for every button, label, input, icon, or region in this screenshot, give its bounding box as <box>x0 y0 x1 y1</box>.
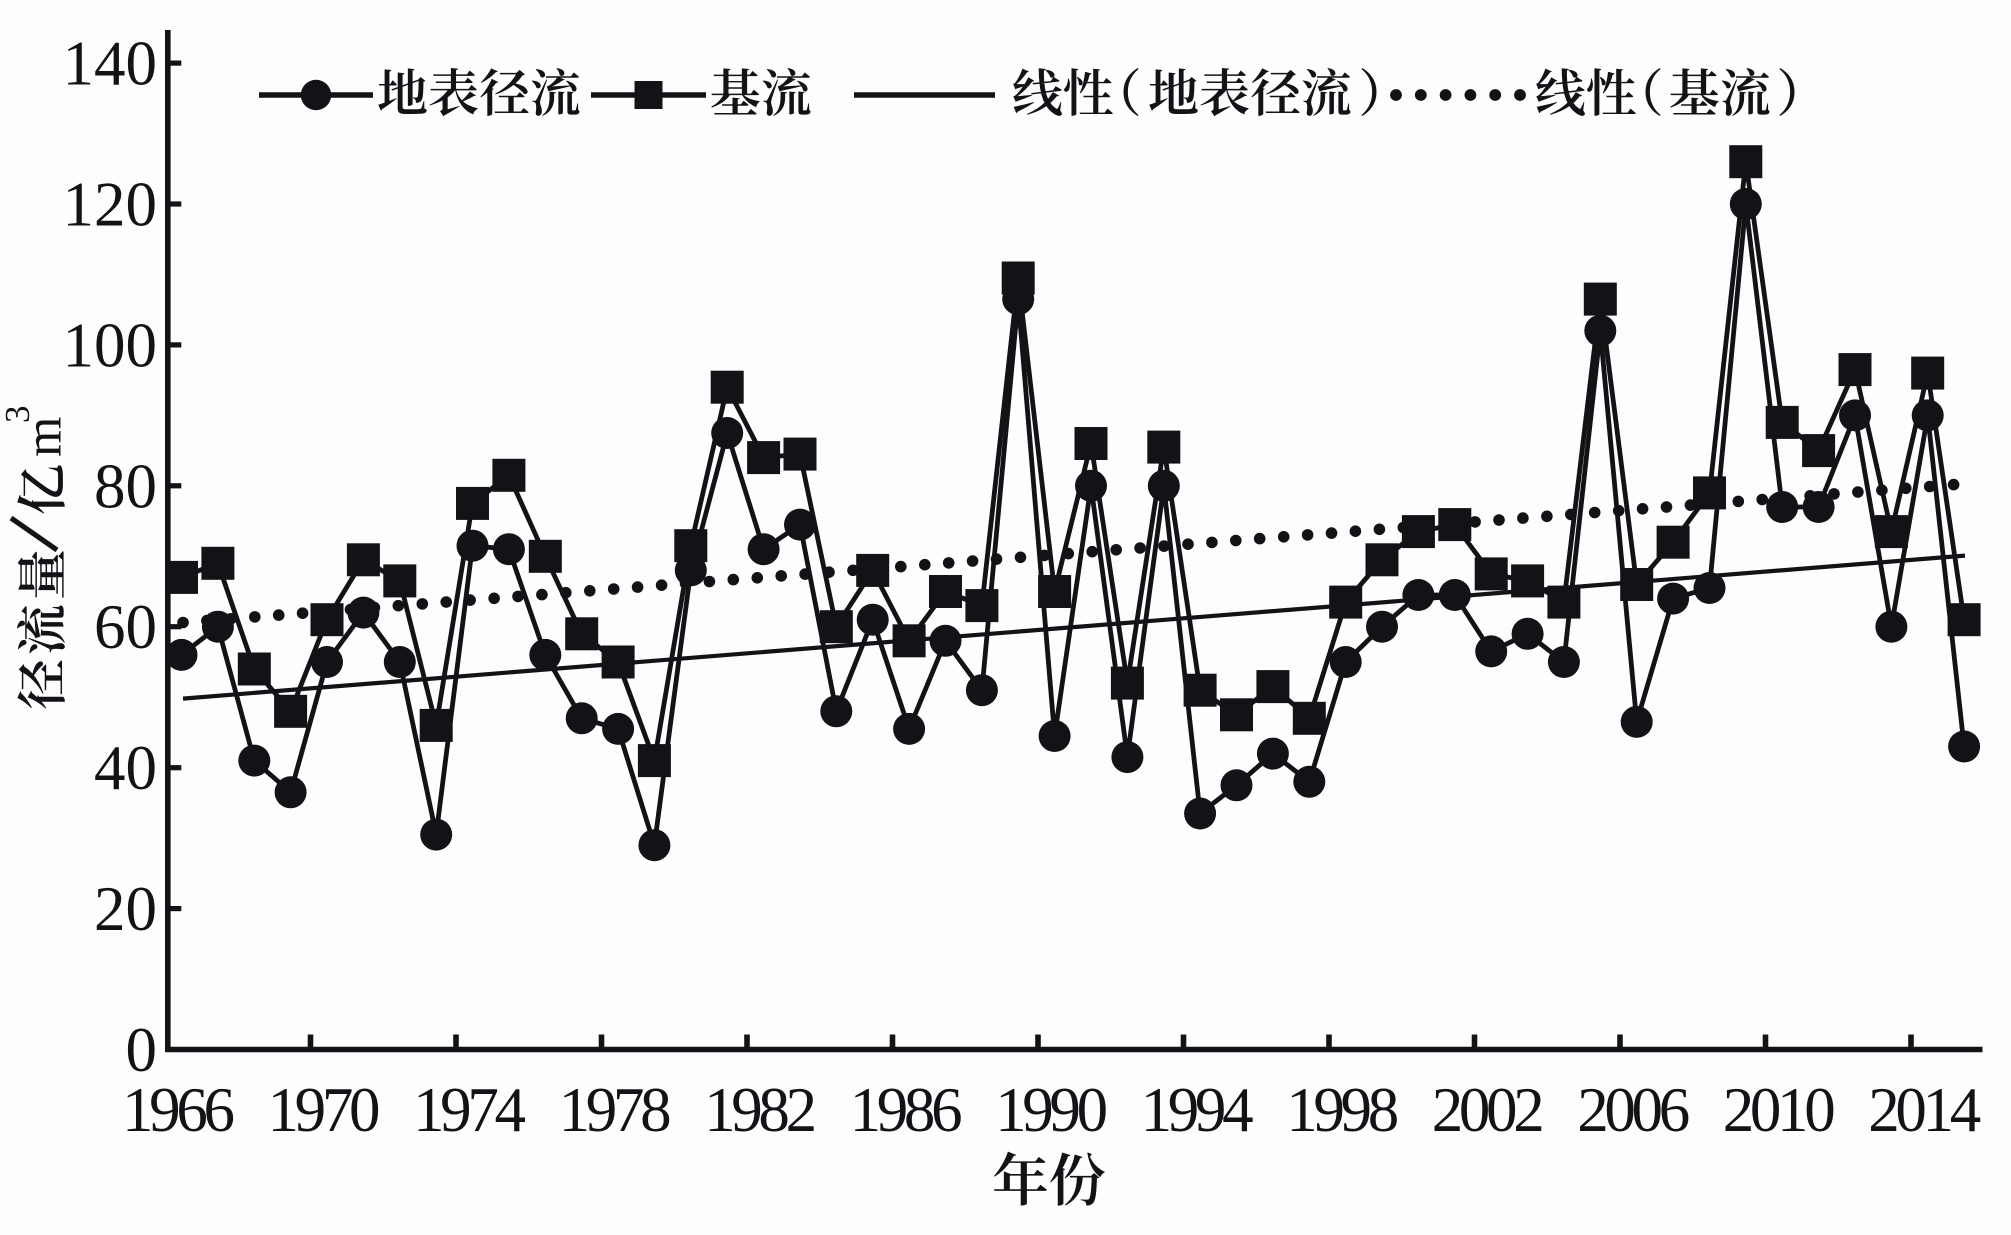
svg-text:3: 3 <box>0 406 37 424</box>
svg-text:2010: 2010 <box>1723 1075 1836 1145</box>
svg-text:100: 100 <box>63 310 158 380</box>
svg-text:1974: 1974 <box>413 1075 526 1145</box>
svg-text:1966: 1966 <box>122 1075 235 1145</box>
svg-text:1994: 1994 <box>1141 1075 1254 1145</box>
svg-text:2014: 2014 <box>1868 1075 1981 1145</box>
svg-text:1978: 1978 <box>559 1075 672 1145</box>
svg-text:1982: 1982 <box>704 1075 817 1145</box>
svg-text:1998: 1998 <box>1286 1075 1399 1145</box>
svg-text:1990: 1990 <box>995 1075 1108 1145</box>
svg-text:120: 120 <box>63 170 158 240</box>
svg-text:1986: 1986 <box>850 1075 963 1145</box>
svg-text:2002: 2002 <box>1432 1075 1545 1145</box>
svg-text:60: 60 <box>94 592 157 662</box>
svg-text:2006: 2006 <box>1577 1075 1690 1145</box>
svg-text:1970: 1970 <box>268 1075 381 1145</box>
svg-text:0: 0 <box>126 1015 158 1085</box>
svg-text:80: 80 <box>94 451 157 521</box>
svg-text:40: 40 <box>94 733 157 803</box>
svg-text:m: m <box>15 417 72 457</box>
svg-text:20: 20 <box>94 874 157 944</box>
svg-text:140: 140 <box>63 29 158 99</box>
